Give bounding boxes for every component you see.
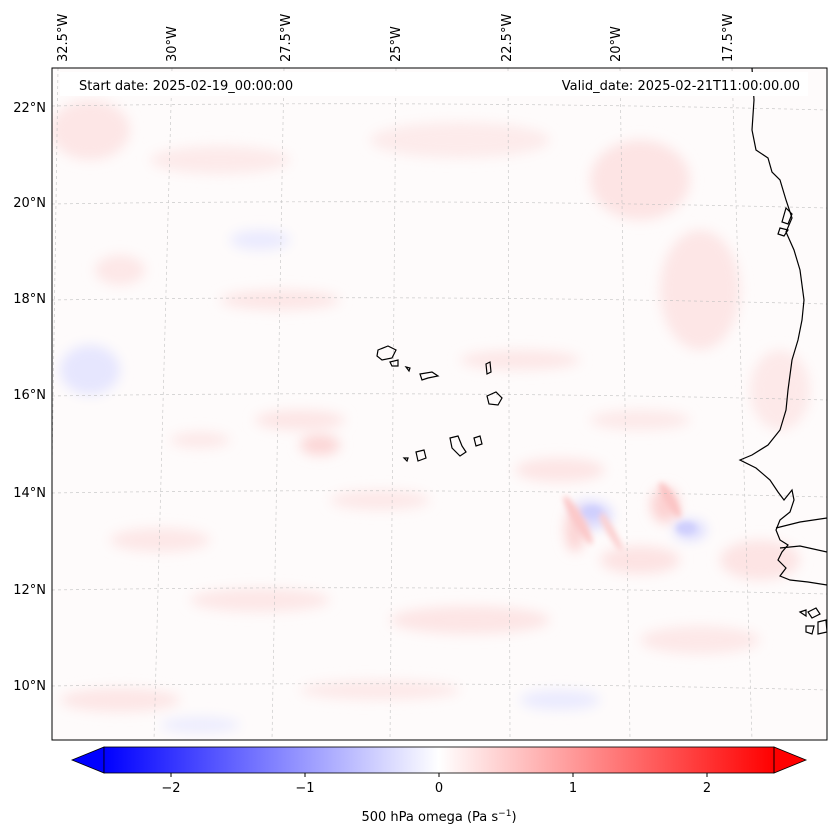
- lat-label: 12°N: [13, 583, 46, 598]
- colorbar-tick-label: −1: [295, 781, 314, 796]
- lat-label: 20°N: [13, 196, 46, 211]
- colorbar-body: [104, 747, 774, 773]
- lat-label: 16°N: [13, 388, 46, 403]
- colorbar-tick-label: 1: [569, 781, 577, 796]
- map-panel: Start date: 2025-02-19_00:00:00 Valid_da…: [52, 68, 827, 740]
- lon-label: 20°W: [609, 26, 624, 62]
- colorbar-label-main: 500 hPa omega (Pa s: [361, 810, 498, 825]
- omega-field: [52, 100, 810, 733]
- colorbar-extend-min: [70, 746, 105, 774]
- latitude-labels: 22°N 20°N 18°N 16°N 14°N 12°N 10°N: [13, 101, 46, 694]
- map-frame: [51, 67, 828, 741]
- colorbar-label-close: ): [511, 810, 516, 825]
- africa-coastline: [738, 68, 827, 635]
- lon-label: 25°W: [389, 26, 404, 62]
- cape-verde-islands: [376, 345, 503, 463]
- valid-date-label: Valid_date: 2025-02-21T11:00:00.00: [562, 79, 800, 94]
- lat-label: 10°N: [13, 679, 46, 694]
- lon-label: 17.5°W: [721, 14, 736, 62]
- colorbar-tick-label: 2: [703, 781, 711, 796]
- longitude-labels: 32.5°W 30°W 27.5°W 25°W 22.5°W 20°W 17.5…: [56, 14, 736, 62]
- colorbar-extend-max: [773, 746, 808, 774]
- gridlines: [52, 68, 827, 740]
- colorbar-label: 500 hPa omega (Pa s−1): [361, 809, 516, 825]
- colorbar: −2 −1 0 1 2 500 hPa omega (Pa s−1): [70, 746, 808, 825]
- colorbar-ticks: −2 −1 0 1 2: [161, 773, 711, 796]
- start-date-label: Start date: 2025-02-19_00:00:00: [79, 79, 293, 94]
- colorbar-tick-label: 0: [435, 781, 443, 796]
- colorbar-tick-label: −2: [161, 781, 180, 796]
- lon-label: 30°W: [165, 26, 180, 62]
- lat-label: 18°N: [13, 292, 46, 307]
- lon-label: 32.5°W: [56, 14, 71, 62]
- lon-label: 27.5°W: [279, 14, 294, 62]
- colorbar-label-exponent: −1: [498, 809, 511, 819]
- lat-label: 14°N: [13, 486, 46, 501]
- omega-field-detail: [563, 482, 696, 551]
- lat-label: 22°N: [13, 101, 46, 116]
- header-band: [60, 72, 808, 96]
- lon-label: 22.5°W: [500, 14, 515, 62]
